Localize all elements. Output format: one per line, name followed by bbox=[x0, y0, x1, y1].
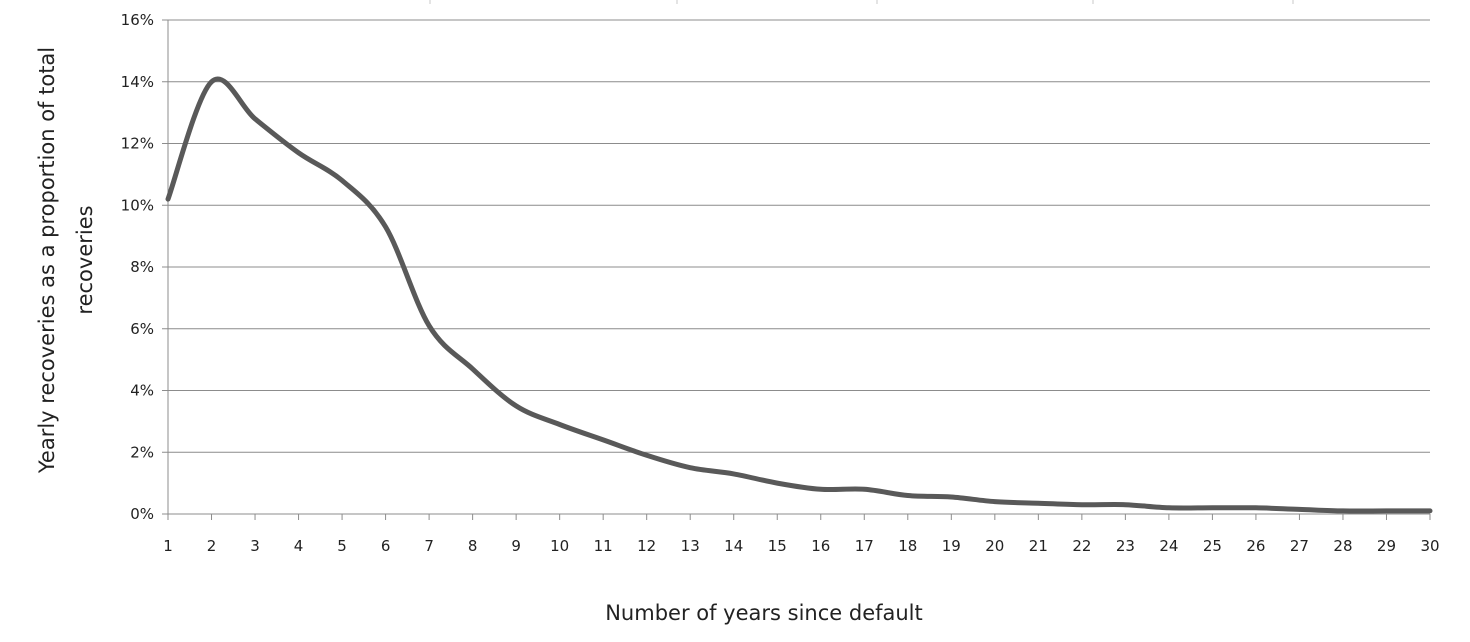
data-point bbox=[862, 487, 866, 491]
y-axis-ticks: 0% 2% 4% 6% 8% 10% 12% 14% 16% bbox=[121, 11, 168, 523]
data-point bbox=[1036, 501, 1040, 505]
data-point bbox=[514, 404, 518, 408]
data-point bbox=[1123, 503, 1127, 507]
x-tick-label: 25 bbox=[1203, 537, 1222, 555]
data-point bbox=[732, 472, 736, 476]
data-point bbox=[1167, 506, 1171, 510]
data-point bbox=[297, 151, 301, 155]
x-axis-title: Number of years since default bbox=[605, 601, 923, 625]
series-line bbox=[165, 76, 1433, 514]
y-axis-title-line-2: recoveries bbox=[73, 205, 97, 314]
x-tick-label: 2 bbox=[207, 537, 217, 555]
data-point bbox=[1080, 503, 1084, 507]
y-tick-label: 4% bbox=[130, 382, 154, 400]
data-point bbox=[1428, 509, 1432, 513]
data-point bbox=[906, 493, 910, 497]
data-point bbox=[166, 197, 170, 201]
x-tick-label: 20 bbox=[985, 537, 1004, 555]
x-tick-label: 5 bbox=[337, 537, 347, 555]
x-tick-label: 6 bbox=[381, 537, 391, 555]
data-point bbox=[1384, 509, 1388, 513]
data-points bbox=[166, 80, 1432, 513]
data-point bbox=[253, 117, 257, 121]
x-tick-label: 12 bbox=[637, 537, 656, 555]
x-tick-label: 24 bbox=[1159, 537, 1178, 555]
x-tick-label: 4 bbox=[294, 537, 304, 555]
x-tick-label: 10 bbox=[550, 537, 569, 555]
y-axis-title-line-1: Yearly recoveries as a proportion of tot… bbox=[35, 47, 59, 474]
x-tick-label: 15 bbox=[768, 537, 787, 555]
x-tick-label: 13 bbox=[681, 537, 700, 555]
x-tick-label: 14 bbox=[724, 537, 743, 555]
x-tick-label: 27 bbox=[1290, 537, 1309, 555]
y-tick-label: 8% bbox=[130, 258, 154, 276]
data-point bbox=[819, 487, 823, 491]
x-tick-label: 8 bbox=[468, 537, 478, 555]
x-tick-label: 1 bbox=[163, 537, 173, 555]
x-axis-ticks: 1 2 3 4 5 6 7 8 9 10 11 12 13 14 15 16 17 18 19 20 21 22 23 24 2… bbox=[163, 514, 1440, 555]
y-tick-label: 6% bbox=[130, 320, 154, 338]
x-tick-label: 22 bbox=[1072, 537, 1091, 555]
x-tick-label: 28 bbox=[1333, 537, 1352, 555]
top-tick-marks bbox=[429, 0, 1294, 4]
gridlines bbox=[168, 19, 1430, 453]
data-point bbox=[601, 438, 605, 442]
y-tick-label: 0% bbox=[130, 505, 154, 523]
x-tick-label: 30 bbox=[1420, 537, 1439, 555]
data-point bbox=[471, 367, 475, 371]
x-tick-label: 29 bbox=[1377, 537, 1396, 555]
data-point bbox=[1297, 507, 1301, 511]
data-point bbox=[993, 500, 997, 504]
x-tick-label: 23 bbox=[1116, 537, 1135, 555]
data-point bbox=[427, 324, 431, 328]
y-tick-label: 10% bbox=[121, 196, 154, 214]
data-point bbox=[340, 179, 344, 183]
data-point bbox=[558, 422, 562, 426]
x-tick-label: 18 bbox=[898, 537, 917, 555]
x-tick-label: 17 bbox=[855, 537, 874, 555]
x-tick-label: 9 bbox=[511, 537, 521, 555]
data-point bbox=[645, 453, 649, 457]
data-point bbox=[1254, 506, 1258, 510]
y-tick-label: 2% bbox=[130, 443, 154, 461]
data-point bbox=[1341, 509, 1345, 513]
data-point bbox=[210, 80, 214, 84]
data-point bbox=[384, 225, 388, 229]
data-point bbox=[775, 481, 779, 485]
y-tick-label: 16% bbox=[121, 11, 154, 29]
data-point bbox=[949, 495, 953, 499]
x-tick-label: 26 bbox=[1246, 537, 1265, 555]
x-tick-label: 21 bbox=[1029, 537, 1048, 555]
data-point bbox=[1210, 506, 1214, 510]
x-tick-label: 16 bbox=[811, 537, 830, 555]
y-tick-label: 14% bbox=[121, 73, 154, 91]
data-point bbox=[688, 466, 692, 470]
x-tick-label: 19 bbox=[942, 537, 961, 555]
x-tick-label: 11 bbox=[594, 537, 613, 555]
y-tick-label: 12% bbox=[121, 135, 154, 153]
x-tick-label: 7 bbox=[424, 537, 434, 555]
x-tick-label: 3 bbox=[250, 537, 260, 555]
